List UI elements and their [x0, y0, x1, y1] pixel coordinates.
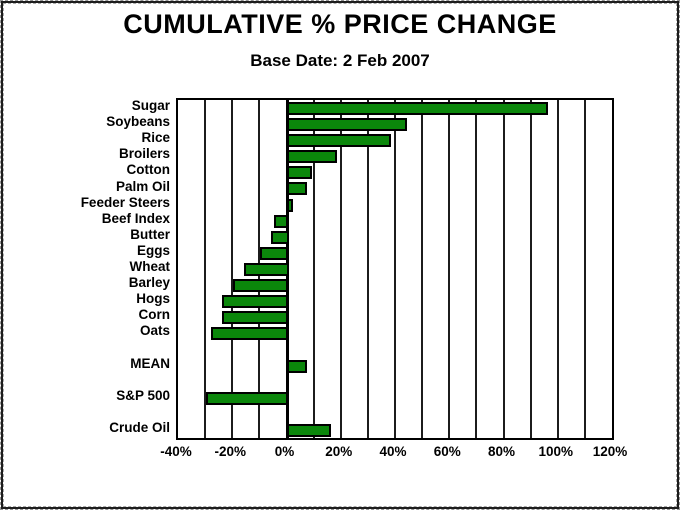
- bar-broilers: [286, 150, 337, 164]
- category-label-s-p-500: S&P 500: [116, 387, 170, 403]
- bar-sugar: [286, 102, 549, 115]
- category-label-feeder-steers: Feeder Steers: [80, 194, 170, 210]
- gridline: [204, 100, 207, 438]
- x-tick-label: -40%: [160, 444, 192, 459]
- bar-hogs: [222, 295, 289, 309]
- x-tick-label: 100%: [538, 444, 574, 459]
- chart-title: CUMULATIVE % PRICE CHANGE: [123, 9, 557, 39]
- gridline: [421, 100, 424, 438]
- gridline: [502, 100, 505, 438]
- bar-rice: [286, 134, 391, 148]
- gridline: [231, 100, 234, 438]
- bar-eggs: [260, 246, 289, 260]
- category-label-mean: MEAN: [130, 355, 170, 371]
- bar-oats: [211, 327, 289, 341]
- gridline: [339, 100, 342, 438]
- gridline: [366, 100, 369, 438]
- category-label-crude-oil: Crude Oil: [109, 419, 170, 435]
- bar-wheat: [243, 262, 289, 276]
- chart-subtitle: Base Date: 2 Feb 2007: [250, 51, 430, 70]
- category-label-hogs: Hogs: [136, 291, 170, 307]
- gridline: [475, 100, 478, 438]
- bar-butter: [270, 230, 289, 244]
- gridline: [394, 100, 396, 438]
- x-tick-label: 0%: [274, 444, 295, 459]
- x-tick-label: 40%: [379, 444, 407, 459]
- category-label-broilers: Broilers: [118, 146, 170, 162]
- bar-corn: [222, 311, 289, 325]
- bar-barley: [232, 279, 289, 293]
- gridline: [312, 100, 315, 438]
- bar-beef-index: [273, 214, 289, 228]
- gridline: [529, 100, 532, 438]
- plot-area: [176, 98, 614, 440]
- bar-cotton: [286, 166, 313, 180]
- bar-soybeans: [286, 118, 408, 132]
- category-label-wheat: Wheat: [129, 259, 171, 274]
- bar-s-p-500: [205, 391, 289, 405]
- category-label-palm-oil: Palm Oil: [115, 178, 170, 194]
- category-label-cotton: Cotton: [126, 162, 170, 178]
- bar-mean: [286, 359, 307, 373]
- bar-palm-oil: [286, 182, 307, 196]
- gridline: [448, 100, 451, 438]
- category-label-barley: Barley: [128, 275, 170, 291]
- bar-feeder-steers: [286, 198, 294, 212]
- category-label-sugar: Sugar: [131, 98, 170, 114]
- category-label-rice: Rice: [141, 130, 170, 146]
- gridline: [583, 100, 586, 438]
- category-label-soybeans: Soybeans: [106, 114, 170, 130]
- x-tick-label: -20%: [214, 444, 246, 459]
- x-tick-label: 60%: [433, 444, 461, 459]
- x-tick-label: 20%: [325, 444, 353, 459]
- category-label-beef-index: Beef Index: [101, 210, 170, 226]
- category-label-corn: Corn: [138, 307, 171, 323]
- bar-crude-oil: [286, 423, 332, 437]
- x-tick-label: 80%: [487, 444, 516, 459]
- x-tick-label: 120%: [592, 444, 628, 459]
- category-label-oats: Oats: [139, 323, 170, 339]
- category-label-eggs: Eggs: [136, 242, 170, 258]
- category-label-butter: Butter: [130, 226, 170, 242]
- gridline: [556, 100, 559, 438]
